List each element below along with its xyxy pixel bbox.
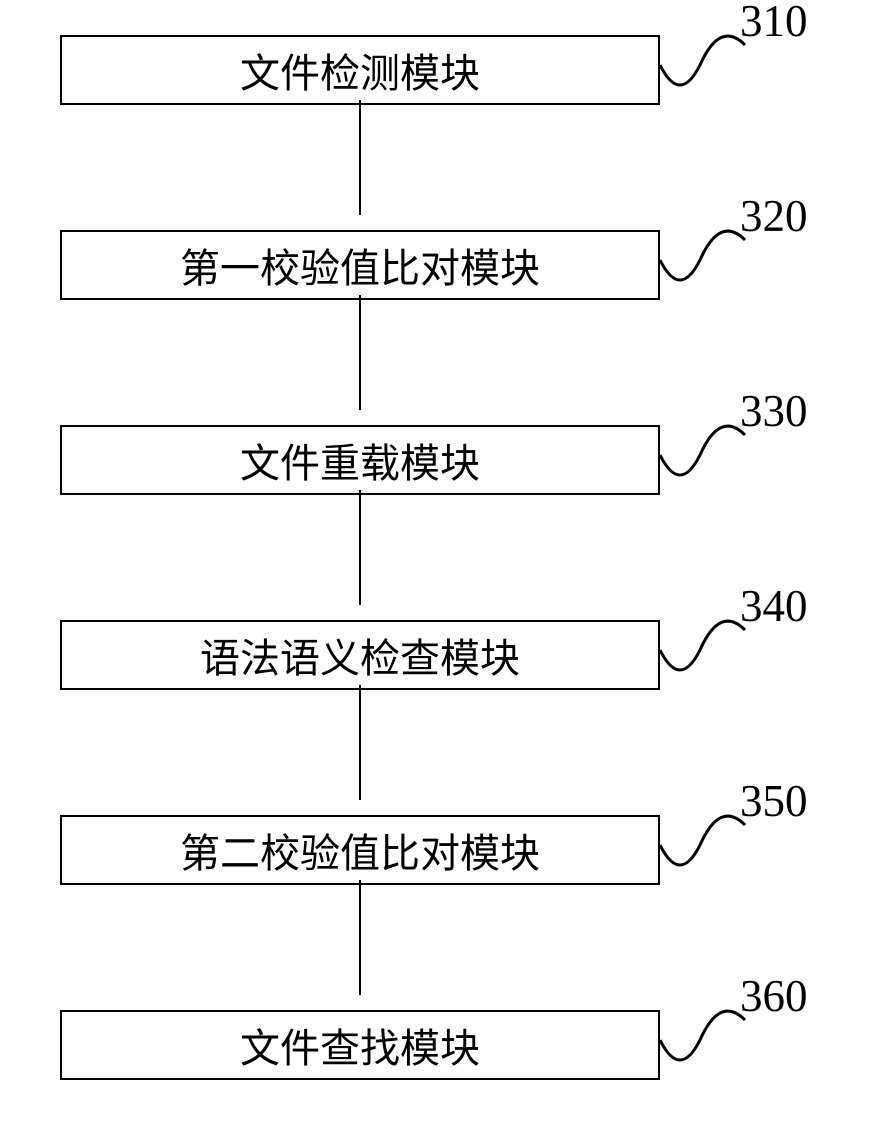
module-label-5: 第二校验值比对模块 [180, 821, 540, 879]
module-number-2: 320 [740, 190, 808, 242]
module-number-3: 330 [740, 385, 808, 437]
module-box-1: 文件检测模块 [60, 35, 660, 105]
module-label-2: 第一校验值比对模块 [180, 236, 540, 294]
module-row-2: 第一校验值比对模块 320 [60, 225, 840, 305]
connector-line-4 [359, 685, 361, 800]
module-row-3: 文件重载模块 330 [60, 420, 840, 500]
module-box-4: 语法语义检查模块 [60, 620, 660, 690]
module-number-6: 360 [740, 970, 808, 1022]
connector-line-1 [359, 100, 361, 215]
module-row-5: 第二校验值比对模块 350 [60, 810, 840, 890]
module-number-4: 340 [740, 580, 808, 632]
module-box-2: 第一校验值比对模块 [60, 230, 660, 300]
module-number-5: 350 [740, 775, 808, 827]
module-label-1: 文件检测模块 [240, 41, 480, 99]
module-row-6: 文件查找模块 360 [60, 1005, 840, 1085]
connector-line-5 [359, 880, 361, 995]
module-label-6: 文件查找模块 [240, 1016, 480, 1074]
module-row-1: 文件检测模块 310 [60, 30, 840, 110]
module-box-3: 文件重载模块 [60, 425, 660, 495]
module-label-4: 语法语义检查模块 [200, 626, 520, 684]
module-row-4: 语法语义检查模块 340 [60, 615, 840, 695]
module-box-5: 第二校验值比对模块 [60, 815, 660, 885]
module-label-3: 文件重载模块 [240, 431, 480, 489]
module-box-6: 文件查找模块 [60, 1010, 660, 1080]
module-diagram: 文件检测模块 310 第一校验值比对模块 320 文件重载模块 330 语法语义… [60, 30, 840, 1085]
connector-line-2 [359, 295, 361, 410]
module-number-1: 310 [740, 0, 808, 47]
connector-line-3 [359, 490, 361, 605]
